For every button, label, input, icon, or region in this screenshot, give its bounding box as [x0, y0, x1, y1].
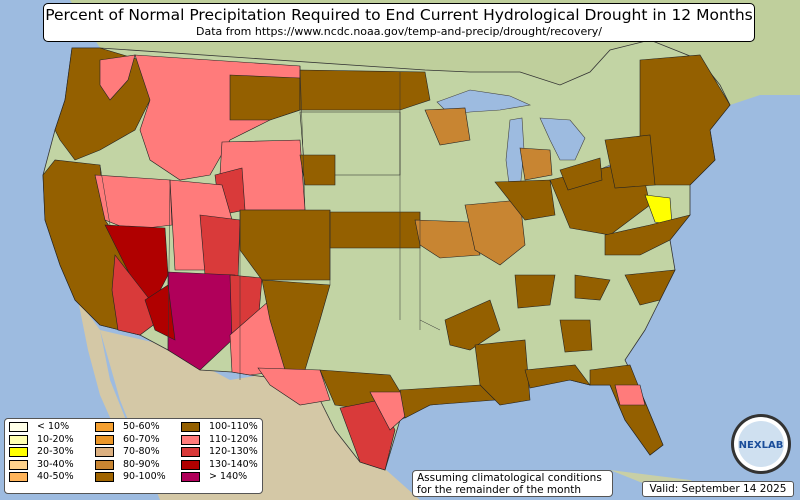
legend-item: 60-70%: [95, 434, 166, 446]
state-borders: [99, 65, 441, 380]
legend-swatch: [9, 434, 28, 445]
legend-column-2: 50-60% 60-70% 70-80% 80-90% 90-100%: [95, 421, 166, 484]
baja-land: [78, 300, 130, 440]
legend-item: 20-30%: [9, 446, 74, 458]
legend-item: 130-140%: [181, 459, 258, 471]
legend-swatch: [95, 422, 114, 432]
legend-item: 40-50%: [9, 471, 74, 483]
legend-item: 80-90%: [95, 459, 166, 471]
region-utah-red: [199, 214, 241, 281]
region-virginia: [604, 214, 691, 256]
map-subtitle: Data from https://www.ncdc.noaa.gov/temp…: [196, 25, 602, 38]
region-indiana: [494, 179, 556, 221]
assumption-line-2: for the remainder of the month: [417, 484, 582, 496]
legend-item: 50-60%: [95, 421, 166, 433]
region-alabama-coast: [524, 364, 591, 389]
region-wa-pink: [99, 54, 136, 101]
region-az-west: [144, 284, 176, 341]
legend-item: 30-40%: [9, 459, 74, 471]
region-wi: [424, 107, 471, 146]
region-north-plains: [299, 69, 431, 111]
assumption-line-1: Assuming climatological conditions: [417, 472, 602, 484]
region-mi-south: [519, 147, 553, 181]
region-carolina: [624, 269, 676, 306]
region-ohio-north: [559, 157, 603, 191]
region-missouri: [414, 219, 481, 259]
legend-swatch: [95, 459, 114, 470]
region-ne-west: [299, 154, 336, 186]
legend-swatch: [181, 472, 200, 482]
region-northeast: [639, 54, 731, 186]
legend-item: 100-110%: [181, 421, 258, 433]
region-louisiana: [399, 384, 496, 419]
region-tx-south: [339, 399, 396, 471]
title-box: Percent of Normal Precipitation Required…: [43, 3, 755, 42]
legend-swatch: [9, 472, 28, 482]
region-florida: [589, 364, 664, 456]
legend-item: 90-100%: [95, 471, 166, 483]
region-mt-brown: [229, 74, 301, 121]
legend-column-3: 100-110% 110-120% 120-130% 130-140% > 14…: [181, 421, 258, 484]
region-arkansas: [444, 299, 501, 351]
legend-swatch: [181, 434, 200, 445]
legend-item: 110-120%: [181, 434, 258, 446]
legend-swatch: [181, 459, 200, 470]
logo-globe-icon: [738, 421, 784, 467]
region-georgia: [559, 319, 593, 353]
legend-item: 120-130%: [181, 446, 258, 458]
legend-item: 10-20%: [9, 434, 74, 446]
assumption-note: Assuming climatological conditions for t…: [412, 470, 613, 497]
legend-swatch: [95, 447, 114, 457]
legend-swatch: [95, 434, 114, 445]
map-title: Percent of Normal Precipitation Required…: [45, 6, 753, 24]
region-tx-west-pink: [257, 367, 331, 406]
region-ky-tn: [514, 274, 556, 309]
legend-swatch: [95, 472, 114, 482]
legend: < 10% 10-20% 20-30% 30-40% 40-50% 50-60%…: [4, 418, 263, 494]
region-kansas: [329, 211, 421, 249]
legend-item: < 10%: [9, 421, 74, 433]
legend-item: > 140%: [181, 471, 258, 483]
legend-item: 70-80%: [95, 446, 166, 458]
region-florida-pink: [614, 384, 646, 406]
legend-swatch: [9, 459, 28, 470]
logo-text: NEXLAB: [739, 440, 784, 451]
legend-swatch: [181, 447, 200, 457]
legend-swatch: [181, 422, 200, 432]
region-mississippi: [474, 339, 531, 406]
lake-huron: [539, 117, 586, 161]
legend-column-1: < 10% 10-20% 20-30% 30-40% 40-50%: [9, 421, 74, 484]
valid-date: Valid: September 14 2025: [642, 481, 794, 497]
legend-swatch: [9, 447, 28, 457]
legend-swatch: [9, 422, 28, 432]
region-tn-east: [574, 274, 611, 301]
nexlab-logo: NEXLAB: [731, 414, 791, 474]
region-ny-west: [604, 134, 656, 189]
